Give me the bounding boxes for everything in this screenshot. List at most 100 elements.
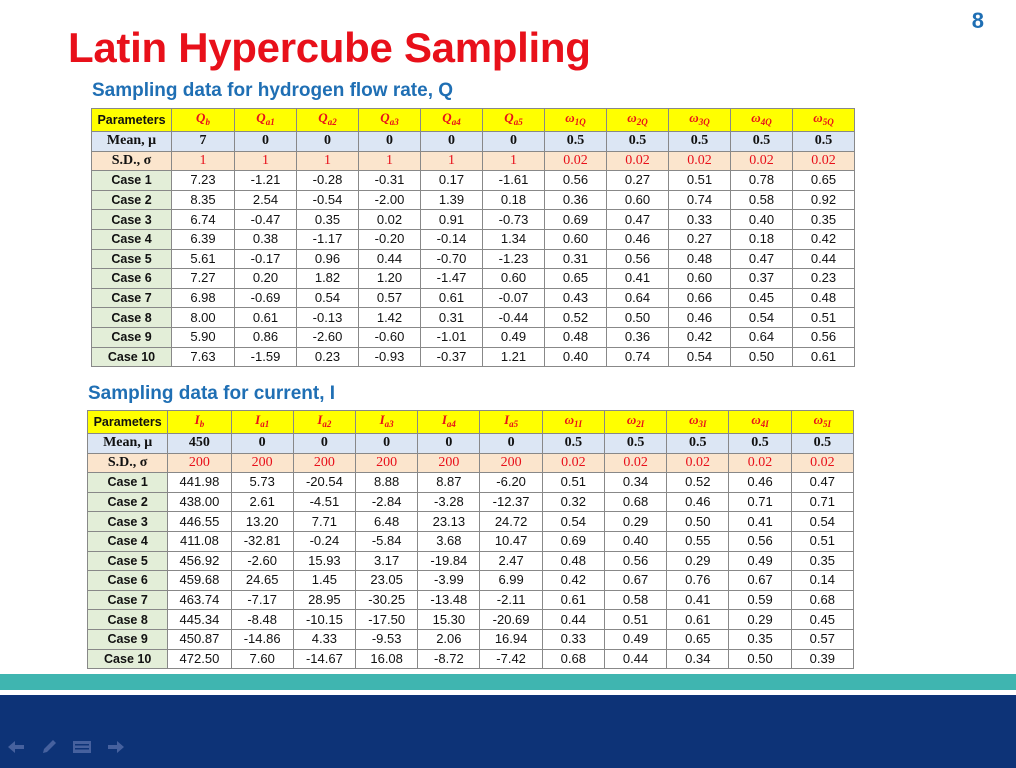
case-value: -19.84 [417, 550, 481, 572]
case-value: 0.32 [541, 491, 605, 513]
parameter-header: ω3Q [668, 108, 731, 132]
sd-value: 200 [355, 452, 419, 474]
case-value: 0.44 [358, 248, 421, 270]
sd-value: 0.02 [728, 452, 792, 474]
slide-title: Latin Hypercube Sampling [68, 24, 591, 71]
parameter-header: ω3I [666, 410, 730, 434]
case-value: 7.63 [171, 346, 235, 368]
table-row: Case 8 8.00 0.61 -0.13 1.42 0.31 -0.44 0.52 0.50… [91, 307, 855, 328]
arrow-right-icon[interactable] [106, 739, 126, 755]
case-value: -2.84 [355, 491, 419, 513]
case-value: -0.17 [234, 248, 297, 270]
sd-value: 0.02 [668, 150, 731, 172]
case-value: 1.20 [358, 268, 421, 289]
case-value: 0.58 [730, 189, 793, 211]
arrow-left-icon[interactable] [6, 739, 26, 755]
parameter-subscript: 5I [823, 419, 832, 429]
case-value: -8.48 [230, 609, 294, 630]
case-value: 1.34 [482, 228, 545, 250]
case-value: 15.93 [292, 550, 357, 572]
case-value: 0.52 [544, 307, 607, 328]
parameter-symbol: ω [751, 412, 761, 427]
case-value: -17.50 [355, 609, 419, 630]
case-value: -13.48 [417, 589, 481, 611]
sd-value: 0.02 [606, 150, 669, 172]
parameter-header: Ia3 [355, 410, 419, 434]
case-value: 15.30 [417, 609, 481, 630]
case-value: 0.55 [666, 530, 730, 552]
case-label: Case 4 [86, 530, 169, 552]
case-value: 0.42 [541, 570, 605, 591]
case-value: -2.00 [358, 189, 421, 211]
case-value: 0.34 [666, 648, 730, 670]
mean-value: 0 [482, 131, 545, 152]
table-row: Case 7 6.98 -0.69 0.54 0.57 0.61 -0.07 0.43 0.64… [91, 287, 855, 309]
case-label: Case 1 [91, 170, 172, 191]
case-value: 0.49 [728, 550, 792, 572]
case-label: Case 9 [86, 628, 169, 650]
mean-value: 0.5 [790, 433, 855, 454]
case-value: 0.56 [606, 248, 669, 270]
table-row: Case 10 472.50 7.60 -14.67 16.08 -8.72 -7.42 0.… [86, 648, 855, 670]
parameter-header: ω5Q [792, 108, 855, 132]
case-value: 0.35 [790, 550, 855, 572]
table-row: Case 4 6.39 0.38 -1.17 -0.20 -0.14 1.34 0.60 0.4… [91, 228, 855, 250]
parameter-header: Qa5 [482, 108, 545, 132]
case-value: 0.18 [730, 228, 793, 250]
case-value: -0.07 [482, 287, 545, 309]
case-value: 0.38 [234, 228, 297, 250]
case-value: 0.56 [792, 326, 855, 348]
pen-icon[interactable] [40, 738, 58, 756]
case-value: -2.60 [296, 326, 359, 348]
case-value: -10.15 [292, 609, 357, 630]
sd-value: 1 [296, 150, 359, 172]
footer-teal-band [0, 674, 1016, 690]
case-value: -30.25 [355, 589, 419, 611]
parameter-symbol: ω [751, 110, 761, 125]
parameter-symbol: Q [318, 110, 328, 125]
case-value: 24.72 [479, 511, 543, 532]
case-value: 0.67 [603, 570, 668, 591]
case-value: 456.92 [167, 550, 232, 572]
parameter-symbol: ω [689, 412, 699, 427]
case-value: 0.69 [544, 209, 607, 230]
case-value: 0.36 [544, 189, 607, 211]
menu-icon[interactable] [72, 739, 92, 755]
parameter-subscript: a3 [389, 117, 399, 127]
case-value: 8.35 [171, 189, 235, 211]
case-value: 0.43 [544, 287, 607, 309]
case-value: 0.60 [544, 228, 607, 250]
sd-value: 0.02 [541, 452, 605, 474]
parameter-header: ω5I [790, 410, 855, 434]
parameter-header: Qa1 [234, 108, 297, 132]
case-value: -1.23 [482, 248, 545, 270]
case-value: 0.42 [792, 228, 855, 250]
mean-value: 0 [355, 433, 419, 454]
case-value: 0.74 [606, 346, 669, 368]
case-value: 6.98 [171, 287, 235, 309]
case-value: -0.73 [482, 209, 545, 230]
case-value: 0.91 [420, 209, 483, 230]
sd-value: 0.02 [544, 150, 607, 172]
case-value: 411.08 [167, 530, 232, 552]
case-value: 0.51 [541, 472, 605, 493]
table-row: Case 5 456.92 -2.60 15.93 3.17 -19.84 2.47 0.48… [86, 550, 855, 572]
case-value: 16.08 [355, 648, 419, 670]
case-value: 0.54 [541, 511, 605, 532]
case-label: Case 10 [91, 346, 172, 368]
sd-value: 0.02 [666, 452, 730, 474]
case-value: 0.65 [792, 170, 855, 191]
sd-value: 1 [171, 150, 235, 172]
case-value: 0.61 [792, 346, 855, 368]
parameter-subscript: a2 [327, 117, 337, 127]
case-value: 0.60 [482, 268, 545, 289]
parameter-subscript: a1 [265, 117, 275, 127]
case-value: 0.44 [603, 648, 668, 670]
case-value: 3.17 [355, 550, 419, 572]
mean-value: 0.5 [544, 131, 607, 152]
parameter-symbol: ω [626, 412, 637, 427]
parameter-header: Ia5 [479, 410, 543, 434]
q-sampling-table: Parameters Qb Qa1 Qa2 Qa3 Qa4 Qa5 ω1Q ω2Q ω3Q ω4Q ω… [91, 108, 855, 368]
parameter-symbol: I [504, 412, 510, 427]
case-value: 10.47 [479, 530, 543, 552]
